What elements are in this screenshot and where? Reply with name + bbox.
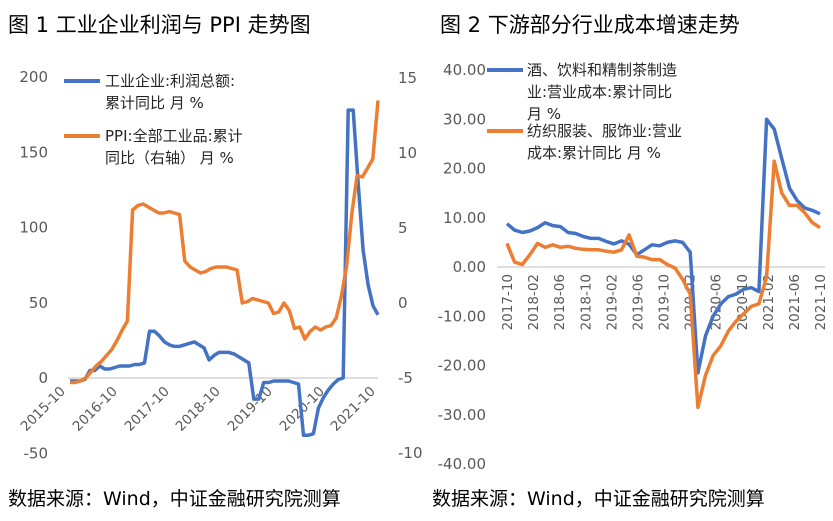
chart-1-series-ppi-line — [70, 100, 380, 385]
chart-2-x-tick: 2019-06 — [630, 274, 646, 330]
chart-1-left-tick: 0 — [38, 369, 48, 387]
chart-2-y-tick: 30.00 — [443, 110, 486, 128]
chart-2-y-tick: -40.00 — [438, 455, 486, 473]
chart-2-x-tick: 2021-10 — [813, 274, 829, 330]
chart-2-title: 图 2 下游部分行业成本增速走势 — [440, 13, 740, 37]
chart-1-x-tick: 2016-10 — [70, 384, 121, 435]
chart-1-title: 图 1 工业企业利润与 PPI 走势图 — [8, 13, 311, 37]
legend-beverage-label-1: 酒、饮料和精制茶制造 — [527, 61, 677, 79]
chart-1-right-tick: -10 — [398, 444, 423, 462]
legend-profit-label-2: 累计同比 月 % — [105, 94, 204, 112]
chart-2-x-tick: 2021-06 — [787, 274, 803, 330]
chart-2-series-beverage-line — [505, 117, 821, 375]
chart-1-x-tick: 2017-10 — [122, 384, 173, 435]
chart-2-x-tick: 2018-02 — [526, 274, 542, 330]
chart-1-right-tick: 15 — [398, 69, 417, 87]
chart-2-x-ticks: 2017-10 2018-02 2018-06 2018-10 2019-02 2019-… — [500, 274, 829, 330]
chart-1-x-tick: 2021-10 — [328, 384, 379, 435]
chart-2-x-tick: 2017-10 — [500, 274, 516, 330]
chart-1-right-axis-ticks: 15 10 5 0 -5 -10 — [398, 69, 423, 462]
chart-2-y-tick: 0.00 — [453, 258, 486, 276]
chart-1-x-tick: 2019-10 — [225, 384, 276, 435]
chart-2-x-tick: 2019-02 — [604, 274, 620, 330]
legend-beverage-label-3: 月 % — [527, 105, 561, 123]
chart-1-x-ticks: 2015-10 2016-10 2017-10 2018-10 2019-10 2020-… — [18, 384, 379, 435]
chart-1-legend: 工业企业:利润总额: 累计同比 月 % PPI:全部工业品:累计 同比（右轴） … — [64, 72, 243, 167]
chart-2-series-textile-line — [505, 159, 821, 410]
chart-1-left-tick: 150 — [19, 143, 48, 161]
chart-2-source: 数据来源：Wind，中证金融研究院测算 — [432, 488, 765, 510]
legend-textile-label-2: 成本:累计同比 月 % — [527, 144, 661, 162]
chart-1-left-tick: -50 — [24, 444, 49, 462]
chart-1-left-tick: 50 — [29, 294, 48, 312]
chart-2-y-tick: 40.00 — [443, 61, 486, 79]
chart-2-legend: 酒、饮料和精制茶制造 业:营业成本:累计同比 月 % 纺织服装、服饰业:营业 成… — [487, 61, 682, 162]
chart-1-left-tick: 200 — [19, 68, 48, 86]
chart-2-x-tick: 2019-10 — [657, 274, 673, 330]
chart-2: 图 2 下游部分行业成本增速走势 40.00 30.00 20.00 10.00 0.0… — [432, 13, 829, 510]
chart-1-right-tick: 0 — [398, 294, 408, 312]
legend-ppi-label-1: PPI:全部工业品:累计 — [105, 127, 243, 145]
chart-2-y-tick: -10.00 — [438, 307, 486, 325]
chart-2-y-axis-ticks: 40.00 30.00 20.00 10.00 0.00 -10.00 -20.00 -30.… — [438, 61, 486, 473]
chart-2-y-tick: -30.00 — [438, 406, 486, 424]
legend-beverage-label-2: 业:营业成本:累计同比 — [527, 83, 672, 101]
chart-1-source: 数据来源：Wind，中证金融研究院测算 — [8, 488, 341, 510]
chart-2-y-tick: 20.00 — [443, 160, 486, 178]
legend-ppi-label-2: 同比（右轴） 月 % — [105, 149, 234, 167]
chart-1-left-tick: 100 — [19, 219, 48, 237]
chart-1-right-tick: 5 — [398, 219, 408, 237]
chart-1-right-tick: -5 — [398, 369, 413, 387]
legend-textile-label-1: 纺织服装、服饰业:营业 — [527, 122, 682, 140]
chart-1-x-tick: 2015-10 — [18, 384, 69, 435]
chart-1-right-tick: 10 — [398, 144, 417, 162]
chart-2-y-tick: -20.00 — [438, 357, 486, 375]
chart-1-left-axis-ticks: 200 150 100 50 0 -50 — [19, 68, 48, 462]
chart-1-series-profit-line — [70, 108, 380, 437]
chart-2-y-tick: 10.00 — [443, 209, 486, 227]
chart-1-x-tick: 2018-10 — [173, 384, 224, 435]
chart-2-x-tick: 2018-10 — [578, 274, 594, 330]
legend-profit-label-1: 工业企业:利润总额: — [105, 72, 235, 90]
chart-2-x-tick: 2018-06 — [552, 274, 568, 330]
